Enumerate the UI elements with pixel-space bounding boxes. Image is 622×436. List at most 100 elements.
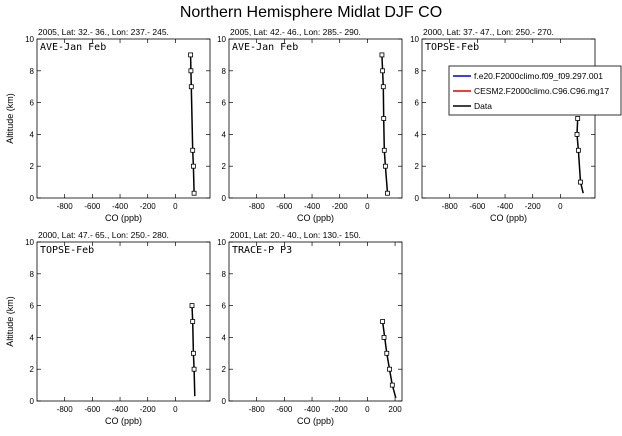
y-tick-label: 2 — [30, 162, 35, 171]
data-marker — [574, 131, 580, 137]
x-tick-label: -800 — [249, 405, 266, 414]
data-marker — [190, 350, 196, 356]
y-tick-label: 8 — [222, 67, 227, 76]
data-marker — [381, 334, 387, 340]
data-marker — [190, 147, 196, 153]
y-tick-label: 2 — [222, 365, 227, 374]
y-tick-label: 8 — [30, 270, 35, 279]
series-line — [189, 54, 195, 194]
x-tick-label: -600 — [84, 202, 101, 211]
y-axis-label: Altitude (km) — [5, 93, 15, 144]
x-axis-label: CO (ppb) — [490, 213, 527, 223]
y-tick-label: 4 — [222, 130, 227, 139]
x-tick-label: -400 — [112, 202, 129, 211]
y-tick-label: 0 — [30, 397, 35, 406]
data-marker — [385, 190, 390, 196]
y-tick-label: 0 — [415, 194, 420, 203]
data-marker — [188, 52, 194, 58]
y-tick-label: 10 — [217, 35, 226, 44]
x-axis-label: CO (ppb) — [297, 213, 334, 223]
y-tick-label: 6 — [30, 302, 35, 311]
y-tick-label: 2 — [415, 162, 420, 171]
x-tick-label: -800 — [442, 202, 459, 211]
plot-frame — [36, 38, 211, 199]
data-marker — [575, 147, 581, 153]
data-marker — [380, 84, 386, 90]
panel-subtitle: 2001, Lat: 20.- 40., Lon: 130.- 150. — [230, 230, 361, 240]
y-tick-label: 10 — [25, 238, 34, 247]
x-tick-label: 200 — [388, 405, 402, 414]
panel-1: 2005, Lat: 32.- 36., Lon: 237.- 245. -800… — [5, 27, 211, 223]
x-tick-label: -800 — [57, 202, 74, 211]
x-axis-label: CO (ppb) — [297, 416, 334, 426]
y-tick-label: 10 — [410, 35, 419, 44]
panel-subtitle: 2000, Lat: 37.- 47., Lon: 250.- 270. — [423, 27, 554, 37]
x-tick-label: -600 — [84, 405, 101, 414]
data-marker — [190, 319, 196, 324]
panel-5: 2001, Lat: 20.- 40., Lon: 130.- 150. -800… — [217, 230, 403, 426]
panel-label: TOPSE-Feb — [40, 245, 94, 256]
plot-frame — [36, 241, 211, 402]
x-tick-label: -600 — [276, 202, 293, 211]
x-axis-label: CO (ppb) — [105, 416, 142, 426]
x-tick-label: -400 — [497, 202, 514, 211]
y-tick-label: 4 — [30, 333, 35, 342]
panel-3: 2000, Lat: 37.- 47., Lon: 250.- 270. -800… — [410, 27, 596, 223]
x-tick-label: 0 — [365, 202, 370, 211]
x-tick-label: -600 — [276, 405, 293, 414]
x-tick-label: 0 — [558, 202, 563, 211]
plot-frame — [228, 38, 403, 199]
y-tick-label: 8 — [30, 67, 35, 76]
y-tick-label: 0 — [30, 194, 35, 203]
y-axis-label: Altitude (km) — [5, 296, 15, 347]
data-marker — [578, 179, 583, 185]
x-tick-label: -400 — [304, 202, 321, 211]
x-tick-label: -200 — [140, 405, 157, 414]
x-tick-label: -400 — [304, 405, 321, 414]
data-marker — [188, 84, 194, 90]
data-marker — [381, 116, 387, 121]
panel-subtitle: 2005, Lat: 42.- 46., Lon: 285.- 290. — [230, 27, 361, 37]
data-marker — [387, 366, 392, 372]
x-tick-label: 0 — [173, 202, 178, 211]
data-marker — [191, 366, 197, 372]
data-marker — [381, 147, 387, 153]
panel-label: AVE-Jan Feb — [40, 42, 106, 53]
data-marker — [379, 52, 385, 58]
panel-4: 2000, Lat: 47.- 65., Lon: 250.- 280. -800… — [5, 230, 211, 426]
plot-frame — [228, 241, 403, 402]
x-tick-label: -400 — [112, 405, 129, 414]
legend: f.e20.F2000climo.f09_f09.297.001 CESM2.F2… — [448, 65, 622, 116]
x-tick-label: 0 — [173, 405, 178, 414]
y-tick-label: 6 — [222, 99, 227, 108]
x-tick-label: -800 — [57, 405, 74, 414]
y-tick-label: 6 — [415, 99, 420, 108]
y-tick-label: 4 — [222, 333, 227, 342]
panels: 2005, Lat: 32.- 36., Lon: 237.- 245. -800… — [5, 27, 596, 426]
panel-2: 2005, Lat: 42.- 46., Lon: 285.- 290. -800… — [217, 27, 403, 223]
panel-label: AVE-Jan Feb — [232, 42, 298, 53]
data-marker — [188, 68, 194, 74]
y-tick-label: 8 — [222, 270, 227, 279]
y-tick-label: 2 — [30, 365, 35, 374]
x-tick-label: -200 — [140, 202, 157, 211]
y-tick-label: 4 — [30, 130, 35, 139]
series-line — [381, 54, 389, 194]
legend-entry-label: CESM2.F2000climo.C96.C96.mg17 — [474, 86, 609, 96]
panel-label: TRACE-P P3 — [232, 245, 292, 256]
y-tick-label: 10 — [25, 35, 34, 44]
data-marker — [380, 68, 386, 74]
y-tick-label: 8 — [415, 67, 420, 76]
panel-subtitle: 2000, Lat: 47.- 65., Lon: 250.- 280. — [38, 230, 169, 240]
data-marker — [384, 350, 390, 356]
x-axis-label: CO (ppb) — [105, 213, 142, 223]
data-marker — [382, 163, 388, 169]
y-tick-label: 10 — [217, 238, 226, 247]
y-tick-label: 6 — [222, 302, 227, 311]
x-tick-label: -200 — [525, 202, 542, 211]
y-tick-label: 0 — [222, 397, 227, 406]
x-tick-label: -800 — [249, 202, 266, 211]
legend-box — [448, 65, 622, 116]
x-tick-label: -600 — [469, 202, 486, 211]
